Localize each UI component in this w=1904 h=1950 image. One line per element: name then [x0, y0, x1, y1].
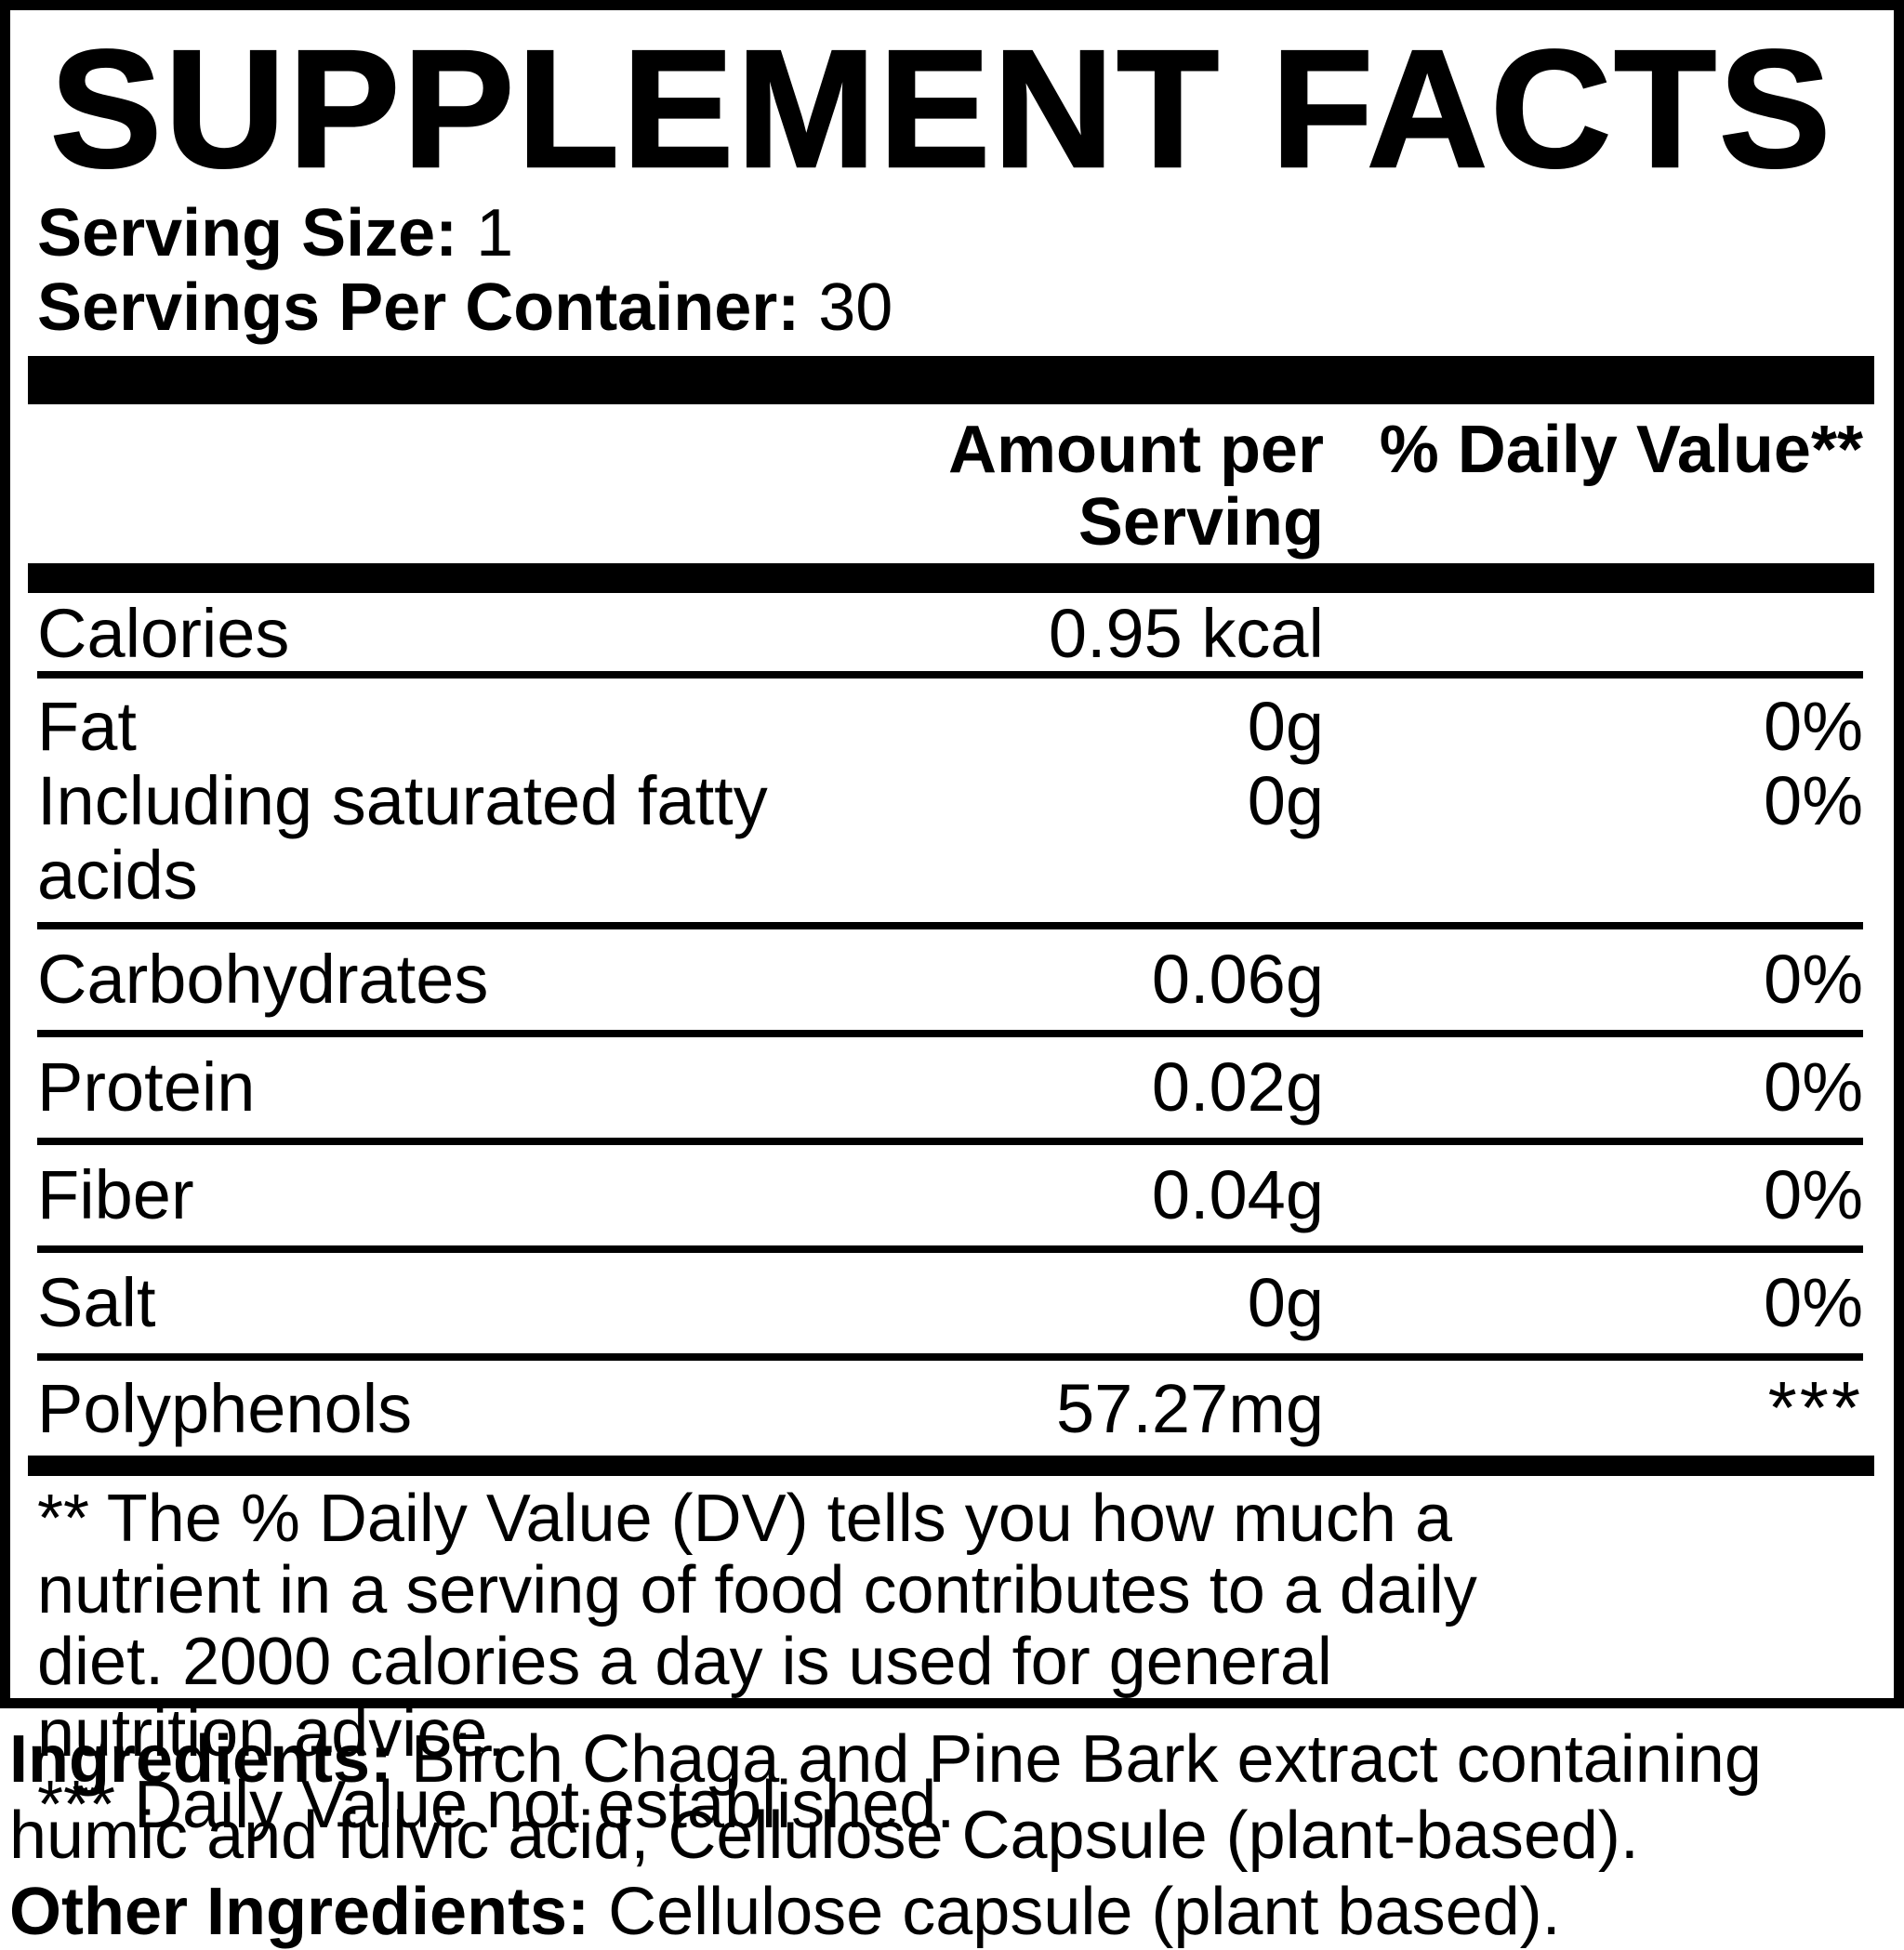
- row-group-polyphenols: Polyphenols 57.27mg ***: [37, 1361, 1863, 1456]
- nutrient-dv: ***: [1767, 1365, 1863, 1449]
- nutrient-name: Polyphenols: [37, 1369, 413, 1447]
- row-group-protein: Protein 0.02g 0%: [37, 1037, 1863, 1145]
- servings-per-container-line: Servings Per Container: 30: [37, 270, 1863, 345]
- nutrient-table: Calories 0.95 kcal Fat 0g 0% Including s…: [37, 593, 1863, 1456]
- nutrient-amount: 0g: [1247, 687, 1324, 765]
- nutrient-name: Fiber: [37, 1155, 194, 1233]
- table-row-polyphenols: Polyphenols 57.27mg ***: [37, 1361, 1863, 1456]
- nutrient-dv: 0%: [1764, 761, 1863, 839]
- nutrient-name: Calories: [37, 594, 290, 672]
- table-row-calories: Calories 0.95 kcal: [37, 593, 1863, 671]
- footnote-line: *** Daily Value not established.: [37, 1767, 956, 1842]
- table-row-fat: Fat 0g 0%: [37, 679, 1863, 764]
- ingredients-line-2: humic and fulvic acid, Cellulose Capsule…: [9, 1798, 1639, 1873]
- nutrient-amount: 0.04g: [1151, 1155, 1324, 1233]
- divider-thick-top: [28, 355, 1874, 404]
- nutrient-amount: 57.27mg: [1056, 1369, 1324, 1447]
- footnote-line: diet. 2000 calories a day is used for ge…: [37, 1624, 1332, 1699]
- servings-per-container-value: 30: [818, 270, 893, 345]
- serving-size-value: 1: [476, 195, 514, 270]
- nutrient-name: Protein: [37, 1047, 256, 1126]
- supplement-facts-panel: SUPPLEMENT FACTS Serving Size: 1 Serving…: [0, 0, 1904, 1840]
- daily-value-footnote: ** The % Daily Value (DV) tells you how …: [37, 1476, 1863, 1841]
- nutrient-dv: 0%: [1764, 1155, 1863, 1233]
- other-ingredients-text: Cellulose capsule (plant based).: [589, 1875, 1561, 1949]
- nutrient-dv: 0%: [1764, 1263, 1863, 1341]
- nutrient-amount: 0.02g: [1151, 1047, 1324, 1126]
- nutrient-name: Salt: [37, 1263, 156, 1341]
- other-ingredients-line: Other Ingredients: Cellulose capsule (pl…: [9, 1874, 1900, 1950]
- row-group-salt: Salt 0g 0%: [37, 1253, 1863, 1361]
- ingredients-label: Ingredients:: [9, 1722, 393, 1797]
- serving-size-label: Serving Size:: [37, 195, 458, 270]
- row-group-fat: Fat 0g 0% Including saturated fatty acid…: [37, 679, 1863, 929]
- row-group-carbohydrates: Carbohydrates 0.06g 0%: [37, 929, 1863, 1037]
- nutrient-dv: [1324, 597, 1863, 671]
- serving-info: Serving Size: 1 Servings Per Container: …: [37, 196, 1863, 345]
- amount-per-serving-header: Amount per Serving: [948, 412, 1324, 560]
- nutrient-name: Fat: [37, 687, 137, 765]
- nutrient-name: Carbohydrates: [37, 940, 489, 1018]
- footnote-line: nutrition advice.: [37, 1695, 507, 1771]
- serving-size-line: Serving Size: 1: [37, 196, 1863, 270]
- divider-thick-subheader: [28, 562, 1874, 593]
- nutrient-amount: 0g: [1247, 1263, 1324, 1341]
- other-ingredients-label: Other Ingredients:: [9, 1875, 590, 1949]
- nutrient-dv: 0%: [1764, 687, 1863, 765]
- row-group-fiber: Fiber 0.04g 0%: [37, 1145, 1863, 1253]
- footnote-line: ** The % Daily Value (DV) tells you how …: [37, 1481, 1452, 1556]
- table-row-saturated-fatty-acids: Including saturated fatty acids 0g 0%: [37, 761, 1863, 922]
- divider-thick-bottom: [28, 1455, 1874, 1476]
- table-header-row: Amount per Serving % Daily Value**: [37, 414, 1863, 559]
- nutrient-dv: 0%: [1764, 1047, 1863, 1126]
- table-row-salt: Salt 0g 0%: [37, 1253, 1863, 1353]
- table-header-spacer: [37, 414, 920, 559]
- table-row-fiber: Fiber 0.04g 0%: [37, 1145, 1863, 1245]
- panel-title: SUPPLEMENT FACTS: [49, 16, 1834, 203]
- table-row-protein: Protein 0.02g 0%: [37, 1037, 1863, 1138]
- ingredients-section: Ingredients: Birch Chaga and Pine Bark e…: [0, 1708, 1904, 1950]
- daily-value-header: % Daily Value**: [1379, 412, 1863, 487]
- nutrient-dv: 0%: [1764, 940, 1863, 1018]
- nutrient-name: Including saturated fatty acids: [37, 761, 768, 914]
- footnote-line: nutrient in a serving of food contribute…: [37, 1552, 1477, 1627]
- servings-per-container-label: Servings Per Container:: [37, 270, 800, 345]
- table-row-carbohydrates: Carbohydrates 0.06g 0%: [37, 929, 1863, 1030]
- row-group-calories: Calories 0.95 kcal: [37, 593, 1863, 679]
- ingredients-line-1: Ingredients: Birch Chaga and Pine Bark e…: [9, 1721, 1900, 1798]
- nutrient-amount: 0.95 kcal: [1048, 594, 1324, 672]
- nutrient-amount: 0g: [1247, 761, 1324, 839]
- ingredients-text: Birch Chaga and Pine Bark extract contai…: [392, 1722, 1762, 1797]
- nutrient-amount: 0.06g: [1151, 940, 1324, 1018]
